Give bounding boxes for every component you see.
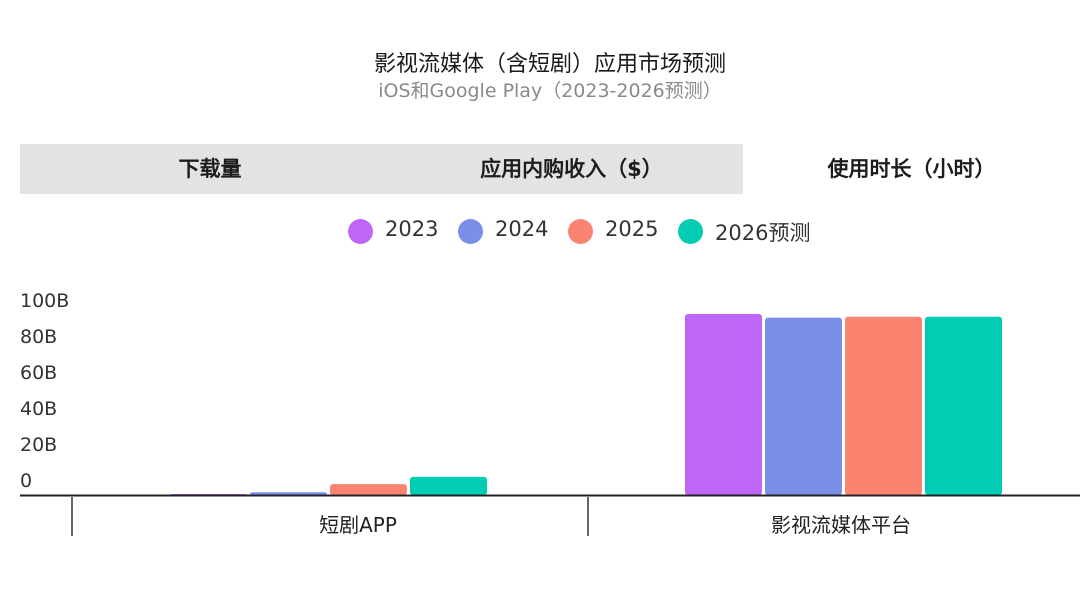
tab-iap-revenue[interactable]: 应用内购收入（$） [480,157,663,181]
x-category-label: 影视流媒体平台 [771,513,911,537]
y-tick-label: 20B [20,434,57,456]
bar-2026预测-0 [410,476,487,495]
chart-title: 影视流媒体（含短剧）应用市场预测 [373,52,726,77]
chart-subtitle: iOS和Google Play（2023-2026预测） [378,80,722,102]
metric-tab-bar: 下载量 应用内购收入（$） 使用时长（小时） [20,144,1080,194]
bar-2025-0 [330,484,407,495]
y-tick-label: 100B [20,290,69,312]
legend-dot-2024 [458,219,483,244]
legend-dot-2023 [348,219,373,244]
bar-2025-1 [845,316,922,495]
bar-2023-1 [685,314,762,495]
bar-2026预测-1 [925,316,1002,495]
y-tick-label: 0 [20,470,32,492]
y-tick-label: 80B [20,326,57,348]
y-tick-label: 60B [20,362,57,384]
bar-2024-0 [250,492,327,495]
tab-usage-time[interactable]: 使用时长（小时） [743,144,1080,194]
legend-label-2026: 2026预测 [715,221,811,245]
legend-label-2024: 2024 [495,217,549,241]
y-tick-label: 40B [20,398,57,420]
legend-label-2025: 2025 [605,217,659,241]
legend-dot-2026 [678,219,703,244]
legend-dot-2025 [568,219,593,244]
bar-2024-1 [765,317,842,495]
tab-downloads[interactable]: 下载量 [178,157,242,181]
legend-label-2023: 2023 [385,217,439,241]
chart-legend: 2023 2024 2025 2026预测 [0,214,1080,248]
x-category-label: 短剧APP [319,513,397,537]
